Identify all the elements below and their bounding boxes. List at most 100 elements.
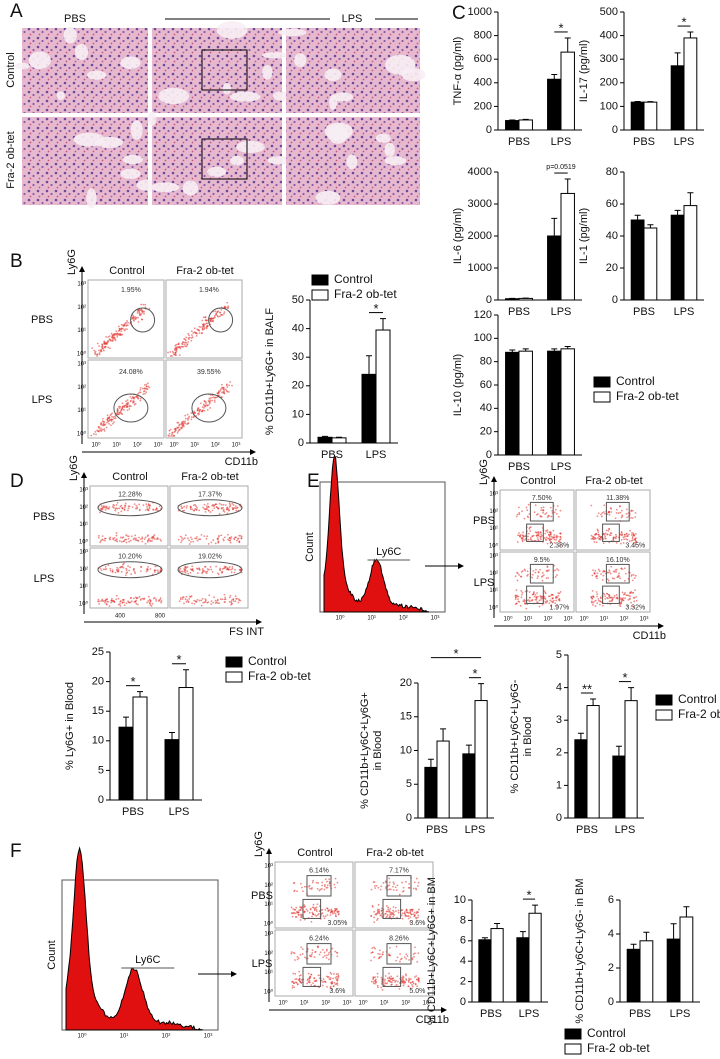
event-dot	[560, 538, 562, 540]
event-dot	[138, 504, 140, 506]
event-dot	[371, 889, 373, 891]
event-dot	[549, 599, 551, 601]
event-dot	[376, 885, 378, 887]
event-dot	[371, 947, 373, 949]
event-dot	[104, 347, 106, 349]
event-dot	[379, 953, 381, 955]
event-dot	[232, 598, 234, 600]
event-dot	[116, 535, 118, 537]
event-dot	[218, 536, 220, 538]
event-dot	[598, 534, 600, 536]
event-dot	[183, 568, 185, 570]
panel-letter: B	[10, 251, 23, 272]
event-dot	[613, 536, 615, 538]
event-dot	[377, 986, 379, 988]
event-dot	[134, 404, 136, 406]
event-dot	[399, 894, 401, 896]
gate-label: 2.38%	[549, 543, 569, 550]
event-dot	[603, 504, 605, 506]
event-dot	[226, 390, 228, 392]
event-dot	[148, 503, 150, 505]
event-dot	[293, 912, 295, 914]
event-dot	[555, 576, 557, 578]
event-dot	[623, 542, 625, 544]
event-dot	[547, 566, 549, 568]
event-dot	[191, 603, 193, 605]
event-dot	[183, 506, 185, 508]
event-dot	[621, 539, 623, 541]
event-dot	[180, 571, 182, 573]
event-dot	[374, 881, 376, 883]
event-dot	[600, 573, 602, 575]
event-dot	[233, 504, 235, 506]
event-dot	[231, 599, 233, 601]
x-tick-label: PBS	[321, 449, 343, 461]
event-dot	[326, 881, 328, 883]
x-tick-label: 10⁰	[358, 1000, 368, 1007]
x-tick-label: LPS	[615, 824, 636, 836]
event-dot	[116, 504, 118, 506]
event-dot	[336, 955, 338, 957]
event-dot	[214, 317, 216, 319]
event-dot	[592, 569, 594, 571]
event-dot	[141, 536, 143, 538]
event-dot	[337, 984, 339, 986]
event-dot	[316, 909, 318, 911]
event-dot	[633, 600, 635, 602]
event-dot	[411, 913, 413, 915]
y-tick-label: 200	[600, 77, 618, 89]
event-dot	[335, 977, 337, 979]
column-label: Fra-2 ob-tet	[366, 847, 423, 859]
event-dot	[121, 541, 123, 543]
event-dot	[539, 515, 541, 517]
event-dot	[622, 592, 624, 594]
event-dot	[119, 605, 121, 607]
event-dot	[106, 604, 108, 606]
event-dot	[554, 569, 556, 571]
event-dot	[296, 978, 298, 980]
event-dot	[127, 510, 129, 512]
y-tick-label: 10⁰	[489, 605, 499, 612]
event-dot	[616, 509, 618, 511]
bar	[519, 298, 532, 300]
event-dot	[111, 600, 113, 602]
event-dot	[187, 537, 189, 539]
x-tick-label: 10⁰	[77, 1033, 87, 1040]
event-dot	[135, 318, 137, 320]
significance-label: *	[472, 666, 477, 681]
event-dot	[102, 418, 104, 420]
event-dot	[539, 536, 541, 538]
event-dot	[106, 427, 108, 429]
event-dot	[124, 539, 126, 541]
event-dot	[529, 591, 531, 593]
event-dot	[323, 917, 325, 919]
y-tick-label: 10¹	[264, 902, 273, 908]
event-dot	[232, 507, 234, 509]
event-dot	[393, 911, 395, 913]
event-dot	[389, 981, 391, 983]
gate-label: Ly6C	[376, 546, 401, 558]
event-dot	[121, 324, 123, 326]
event-dot	[546, 529, 548, 531]
column-label: Control	[297, 847, 332, 859]
event-dot	[157, 569, 159, 571]
gate-label: 10.20%	[118, 554, 142, 561]
airspace	[385, 156, 406, 165]
event-dot	[110, 424, 112, 426]
event-dot	[292, 985, 294, 987]
event-dot	[227, 508, 229, 510]
event-dot	[214, 310, 216, 312]
event-dot	[549, 539, 551, 541]
bar	[561, 349, 574, 455]
bar	[529, 913, 541, 1002]
event-dot	[404, 911, 406, 913]
event-dot	[517, 598, 519, 600]
event-dot	[612, 577, 614, 579]
bar	[463, 754, 475, 818]
event-dot	[217, 311, 219, 313]
event-dot	[300, 916, 302, 918]
event-dot	[378, 958, 380, 960]
y-tick-label: 10⁰	[77, 431, 87, 438]
y-axis-label: Ly6G	[253, 831, 265, 857]
airspace	[29, 52, 51, 70]
